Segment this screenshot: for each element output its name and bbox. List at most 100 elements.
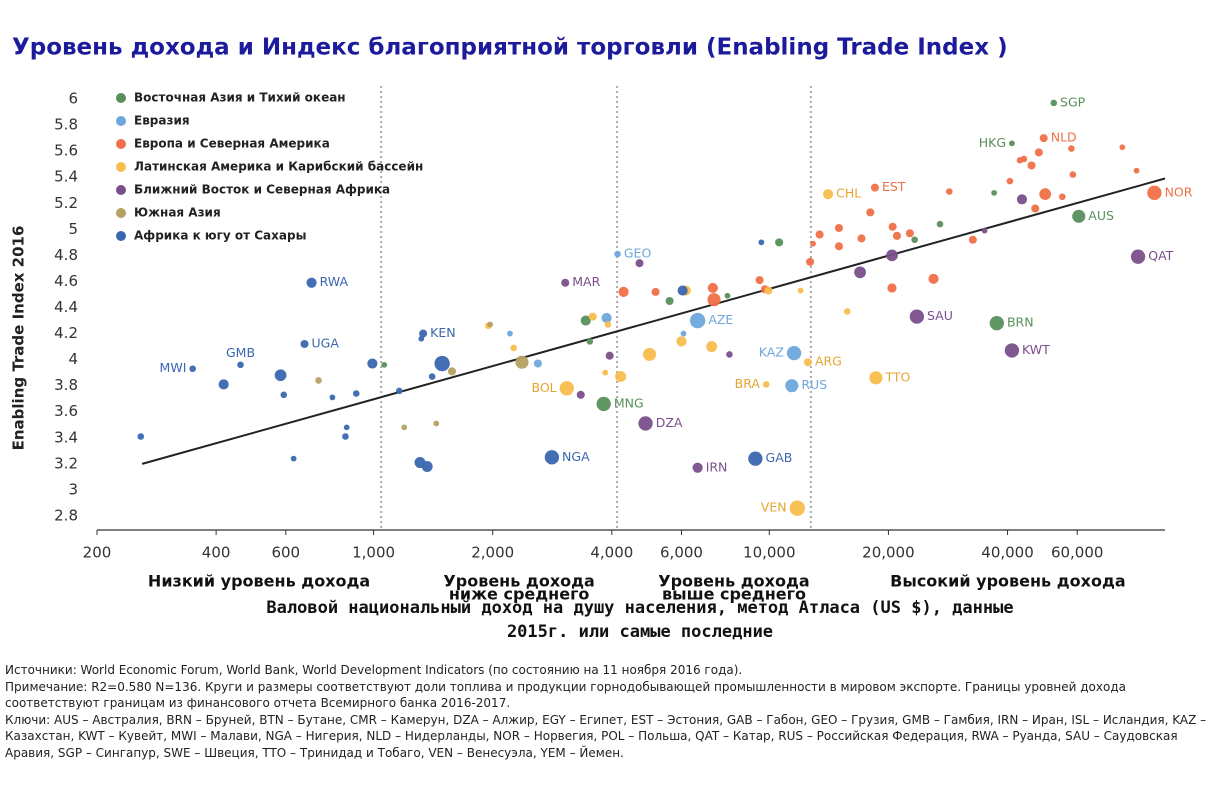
point [928, 273, 939, 284]
point [576, 390, 585, 399]
trend-line [141, 177, 1166, 465]
point [421, 460, 433, 472]
point [602, 369, 609, 376]
point [806, 257, 815, 266]
point [615, 371, 627, 383]
income-group-label: выше среднего [662, 585, 806, 604]
point [507, 330, 513, 337]
note: Ключи: AUS – Австралия, BRN – Бруней, BT… [5, 712, 1207, 760]
point-label: DZA [656, 415, 683, 430]
point [280, 391, 288, 399]
point [618, 286, 629, 297]
point-label: QAT [1148, 248, 1173, 263]
note: Примечание: R2=0.580 N=136. Круги и разм… [5, 679, 1126, 711]
point [1039, 188, 1052, 201]
point [189, 365, 196, 373]
point [434, 355, 450, 372]
point-label: MWI [160, 360, 187, 375]
point [274, 369, 287, 382]
point [588, 312, 597, 321]
point [803, 358, 812, 367]
point [677, 285, 688, 296]
x-tick-label: 40,000 [981, 544, 1034, 562]
x-tick-label: 400 [202, 544, 231, 562]
point [638, 416, 653, 431]
x-tick-label: 6,000 [660, 544, 703, 562]
point [237, 361, 244, 369]
point [401, 424, 408, 431]
point-label: SGP [1060, 94, 1086, 109]
y-tick-label: 3.2 [54, 454, 78, 472]
income-group-label: Уровень дохода [658, 572, 809, 591]
x-axis-title: 2015г. или самые последние [507, 622, 773, 642]
point [137, 433, 145, 440]
point-label: NLD [1051, 130, 1077, 145]
point [614, 250, 621, 258]
point [1027, 161, 1036, 170]
point [428, 373, 436, 380]
point [306, 277, 317, 288]
y-tick-label: 4.2 [54, 324, 78, 342]
y-tick-label: 4.8 [54, 246, 78, 264]
point [1004, 343, 1020, 358]
point [601, 312, 612, 324]
y-tick-label: 5.6 [54, 142, 78, 160]
point [823, 189, 834, 200]
point [544, 450, 560, 465]
point-label: HKG [979, 135, 1006, 150]
y-tick-label: 3 [68, 480, 78, 498]
x-tick-label: 200 [83, 544, 112, 562]
point-label: GAB [766, 450, 793, 465]
point [395, 387, 403, 395]
legend-swatch [116, 208, 126, 218]
point [290, 455, 297, 462]
y-axis-title: Enabling Trade Index 2016 [10, 226, 28, 451]
point-label: IRN [706, 459, 728, 474]
point [726, 351, 733, 358]
x-tick-label: 4,000 [590, 544, 633, 562]
point [854, 266, 866, 279]
point [419, 329, 428, 338]
y-tick-label: 4 [68, 350, 78, 368]
point [762, 381, 770, 388]
point [866, 208, 875, 217]
x-tick-label: 600 [271, 544, 300, 562]
point-label: BOL [531, 380, 556, 395]
legend-label: Европа и Северная Америка [134, 137, 330, 151]
point [707, 293, 721, 307]
point-label: ARG [815, 354, 842, 369]
point-label: VEN [761, 500, 787, 515]
point [515, 355, 529, 369]
income-group-label: ниже среднего [449, 585, 590, 604]
legend-label: Ближний Восток и Северная Африка [134, 183, 390, 197]
x-axis-title: Валовой национальный доход на душу насел… [266, 598, 1013, 618]
point [561, 278, 570, 287]
point [888, 222, 897, 231]
point [748, 451, 763, 466]
point [559, 381, 574, 396]
point [1147, 185, 1162, 200]
point-label: AZE [708, 312, 733, 327]
point-label: NGA [562, 449, 590, 464]
point-label: MNG [614, 395, 644, 410]
point [343, 424, 350, 431]
legend-swatch [116, 162, 126, 172]
point [785, 379, 799, 393]
point [843, 308, 851, 315]
point [418, 335, 425, 342]
point [724, 292, 731, 299]
point [991, 189, 998, 196]
point [692, 462, 703, 473]
point [689, 312, 706, 329]
y-tick-label: 6 [68, 90, 78, 108]
point-label: RWA [320, 274, 349, 289]
point-label: MAR [572, 274, 600, 289]
point [755, 276, 764, 285]
legend-label: Южная Азия [134, 206, 221, 220]
point [869, 371, 883, 385]
point [651, 287, 660, 296]
chart: Уровень дохода и Индекс благоприятной то… [10, 35, 1193, 643]
point [447, 367, 457, 376]
x-tick-label: 2,000 [471, 544, 514, 562]
point [1006, 177, 1014, 185]
